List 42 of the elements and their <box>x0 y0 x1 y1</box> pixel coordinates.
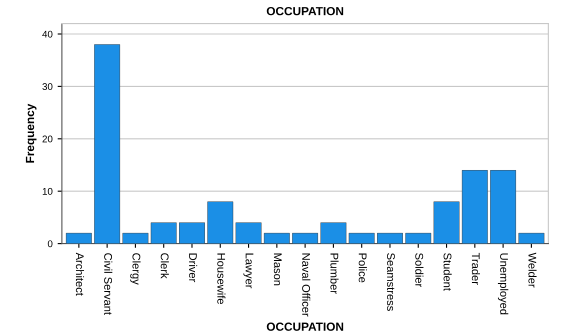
x-tick-label: Seamstress <box>386 253 395 311</box>
bar <box>320 222 346 244</box>
bar <box>122 232 148 244</box>
bar <box>94 44 120 244</box>
y-tick-label: 10 <box>42 188 52 195</box>
bar <box>236 222 262 244</box>
x-tick-label: Unemployed <box>498 253 508 314</box>
x-axis-title: OCCUPATION <box>266 322 344 331</box>
x-tick-label: Mason <box>274 254 282 286</box>
y-tick-label: 30 <box>42 83 52 90</box>
bar <box>434 201 460 244</box>
bar <box>405 232 432 244</box>
x-tick-label: Civil Servant <box>104 253 112 315</box>
y-tick-label: 40 <box>42 30 52 38</box>
x-tick-label: Welder <box>528 252 537 288</box>
bar <box>462 170 488 244</box>
bar <box>518 232 544 244</box>
bar <box>490 170 516 244</box>
x-tick-label: Police <box>358 254 367 282</box>
x-tick-label: Architect <box>76 252 84 296</box>
chart-title: OCCUPATION <box>266 6 344 16</box>
x-tick-label: Clerk <box>160 253 169 279</box>
bar <box>66 232 92 244</box>
x-tick-label: Trader <box>472 252 480 285</box>
x-tick-label: Clergy <box>130 253 141 285</box>
x-tick-label: Naval Officer <box>302 254 310 316</box>
bar <box>150 222 177 244</box>
x-tick-label: Soldier <box>415 253 424 288</box>
x-tick-label: Student <box>444 253 452 291</box>
x-tick-label: Lawyer <box>243 254 254 288</box>
bar <box>292 232 318 244</box>
y-tick-label: 0 <box>48 240 52 248</box>
bar <box>264 232 290 244</box>
y-tick-label: 20 <box>42 136 52 142</box>
y-axis-title: Frequency <box>26 104 36 163</box>
bar <box>377 232 403 244</box>
bar <box>207 201 234 244</box>
x-tick-label: Driver <box>189 254 198 282</box>
x-tick-label: Plumber <box>330 254 339 294</box>
bar <box>179 222 205 244</box>
x-tick-label: Housewife <box>217 254 226 304</box>
bar <box>348 232 375 244</box>
